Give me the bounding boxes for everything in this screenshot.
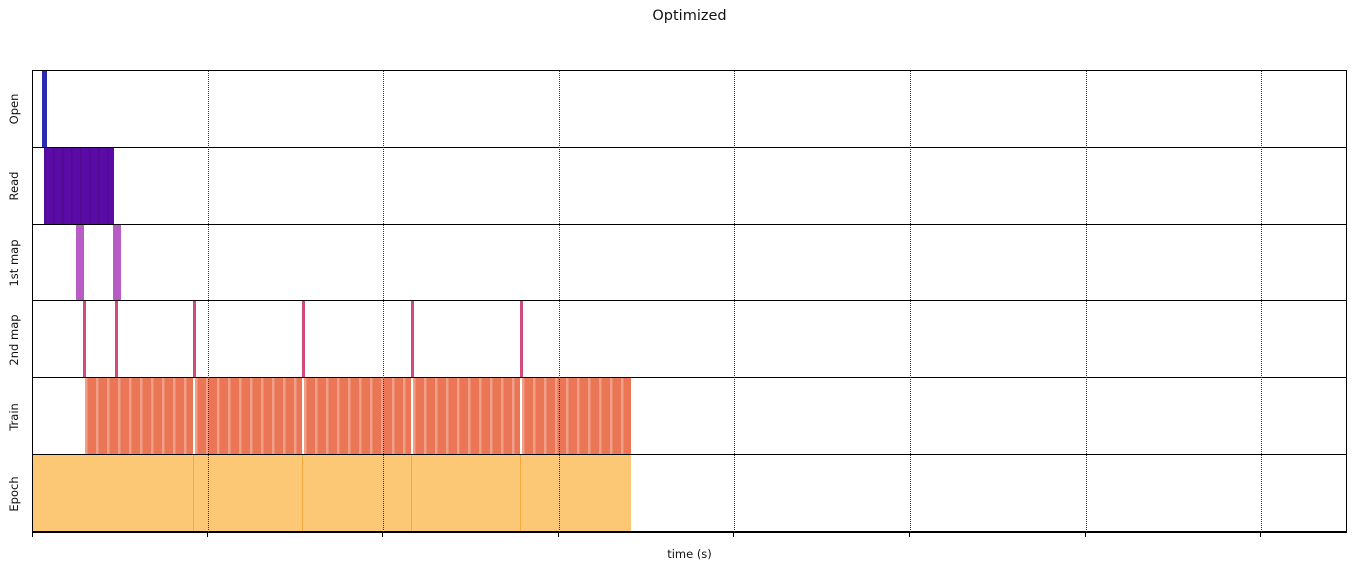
second-map-bar xyxy=(115,301,118,378)
x-tick xyxy=(381,533,383,537)
epoch-bar xyxy=(33,455,631,531)
epoch-divider xyxy=(192,455,194,531)
open-bar xyxy=(41,71,47,147)
track-row-first-map xyxy=(33,224,1346,302)
row-label-open: Open xyxy=(7,93,21,124)
track-row-epoch xyxy=(33,455,1346,532)
epoch-divider xyxy=(410,455,412,531)
row-label-second-map: 2nd map xyxy=(7,314,21,366)
train-bar xyxy=(521,378,631,455)
first-map-bar xyxy=(113,224,121,301)
y-axis-labels: Open Read 1st map 2nd map Train Epoch xyxy=(0,70,32,533)
x-tick xyxy=(557,533,559,537)
row-label-train: Train xyxy=(7,403,21,432)
row-label-first-map: 1st map xyxy=(7,239,21,287)
x-tick xyxy=(31,533,33,537)
track-row-read xyxy=(33,147,1346,225)
first-map-bar xyxy=(76,224,84,301)
x-axis-label: time (s) xyxy=(667,547,712,561)
epoch-divider xyxy=(519,455,521,531)
train-bar xyxy=(85,378,193,455)
second-map-bar xyxy=(83,301,86,378)
gridline xyxy=(559,71,560,532)
track-row-second-map xyxy=(33,301,1346,379)
gridline xyxy=(1086,71,1087,532)
plot-area xyxy=(32,70,1347,533)
gridline xyxy=(208,71,209,532)
gridline xyxy=(1261,71,1262,532)
train-bar xyxy=(194,378,302,455)
second-map-bar xyxy=(193,301,196,378)
x-tick xyxy=(1084,533,1086,537)
read-bar xyxy=(44,147,114,224)
x-tick xyxy=(1259,533,1261,537)
chart-title: Optimized xyxy=(652,8,727,24)
track-row-open xyxy=(33,71,1346,148)
x-tick xyxy=(732,533,734,537)
second-map-bar xyxy=(519,301,523,378)
second-map-bar xyxy=(302,301,305,378)
x-tick xyxy=(908,533,910,537)
gridline xyxy=(734,71,735,532)
row-label-epoch: Epoch xyxy=(7,476,21,513)
second-map-bar xyxy=(410,301,414,378)
train-bar xyxy=(304,378,411,455)
x-tick xyxy=(206,533,208,537)
row-label-read: Read xyxy=(7,171,21,201)
train-bar xyxy=(412,378,520,455)
track-row-train xyxy=(33,378,1346,456)
epoch-divider xyxy=(301,455,303,531)
gridline xyxy=(383,71,384,532)
x-axis-ticks xyxy=(31,533,1347,539)
gridline xyxy=(910,71,911,532)
